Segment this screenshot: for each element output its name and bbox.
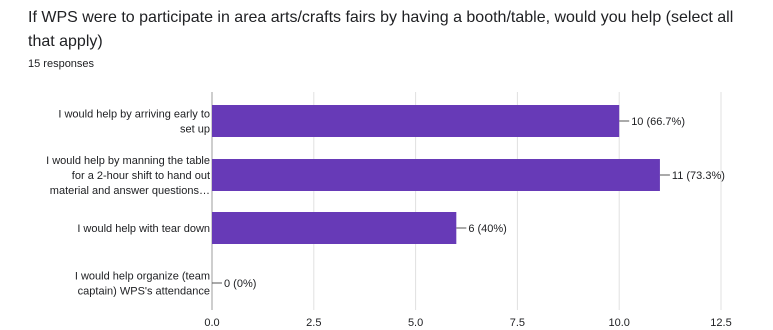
category-label: I would help organize (team captain) WPS'…	[75, 271, 210, 298]
category-label: I would help with tear down	[77, 223, 210, 235]
x-tick-label: 0.0	[204, 317, 219, 329]
category-label: I would help by arriving early to set up	[58, 109, 210, 136]
data-label: 11 (73.3%)	[672, 170, 725, 182]
category-label: I would help by manning the table for a 2…	[46, 155, 210, 197]
x-tick-label: 2.5	[306, 317, 321, 329]
data-label: 10 (66.7%)	[631, 116, 685, 128]
category-label-line: captain) WPS's attendance	[78, 286, 210, 298]
chart-title: If WPS were to participate in area arts/…	[28, 9, 734, 50]
category-label-line: I would help by manning the table	[46, 155, 210, 167]
category-label-line: I would help by arriving early to	[58, 109, 210, 121]
x-tick-label: 5.0	[408, 317, 423, 329]
bar[interactable]	[212, 105, 620, 137]
category-label-line: I would help organize (team	[75, 271, 210, 283]
category-label-line: material and answer questions…	[50, 185, 210, 197]
x-tick-label: 10.0	[608, 317, 629, 329]
data-label: 0 (0%)	[224, 278, 256, 290]
response-count: 15 responses	[28, 58, 95, 70]
category-label-line: I would help with tear down	[77, 223, 210, 235]
x-tick-label: 12.5	[710, 317, 731, 329]
data-label: 6 (40%)	[468, 223, 507, 235]
bar[interactable]	[212, 159, 660, 191]
category-label-line: for a 2-hour shift to hand out	[72, 170, 210, 182]
category-label-line: set up	[180, 124, 210, 136]
x-tick-label: 7.5	[510, 317, 525, 329]
bar[interactable]	[212, 212, 457, 244]
